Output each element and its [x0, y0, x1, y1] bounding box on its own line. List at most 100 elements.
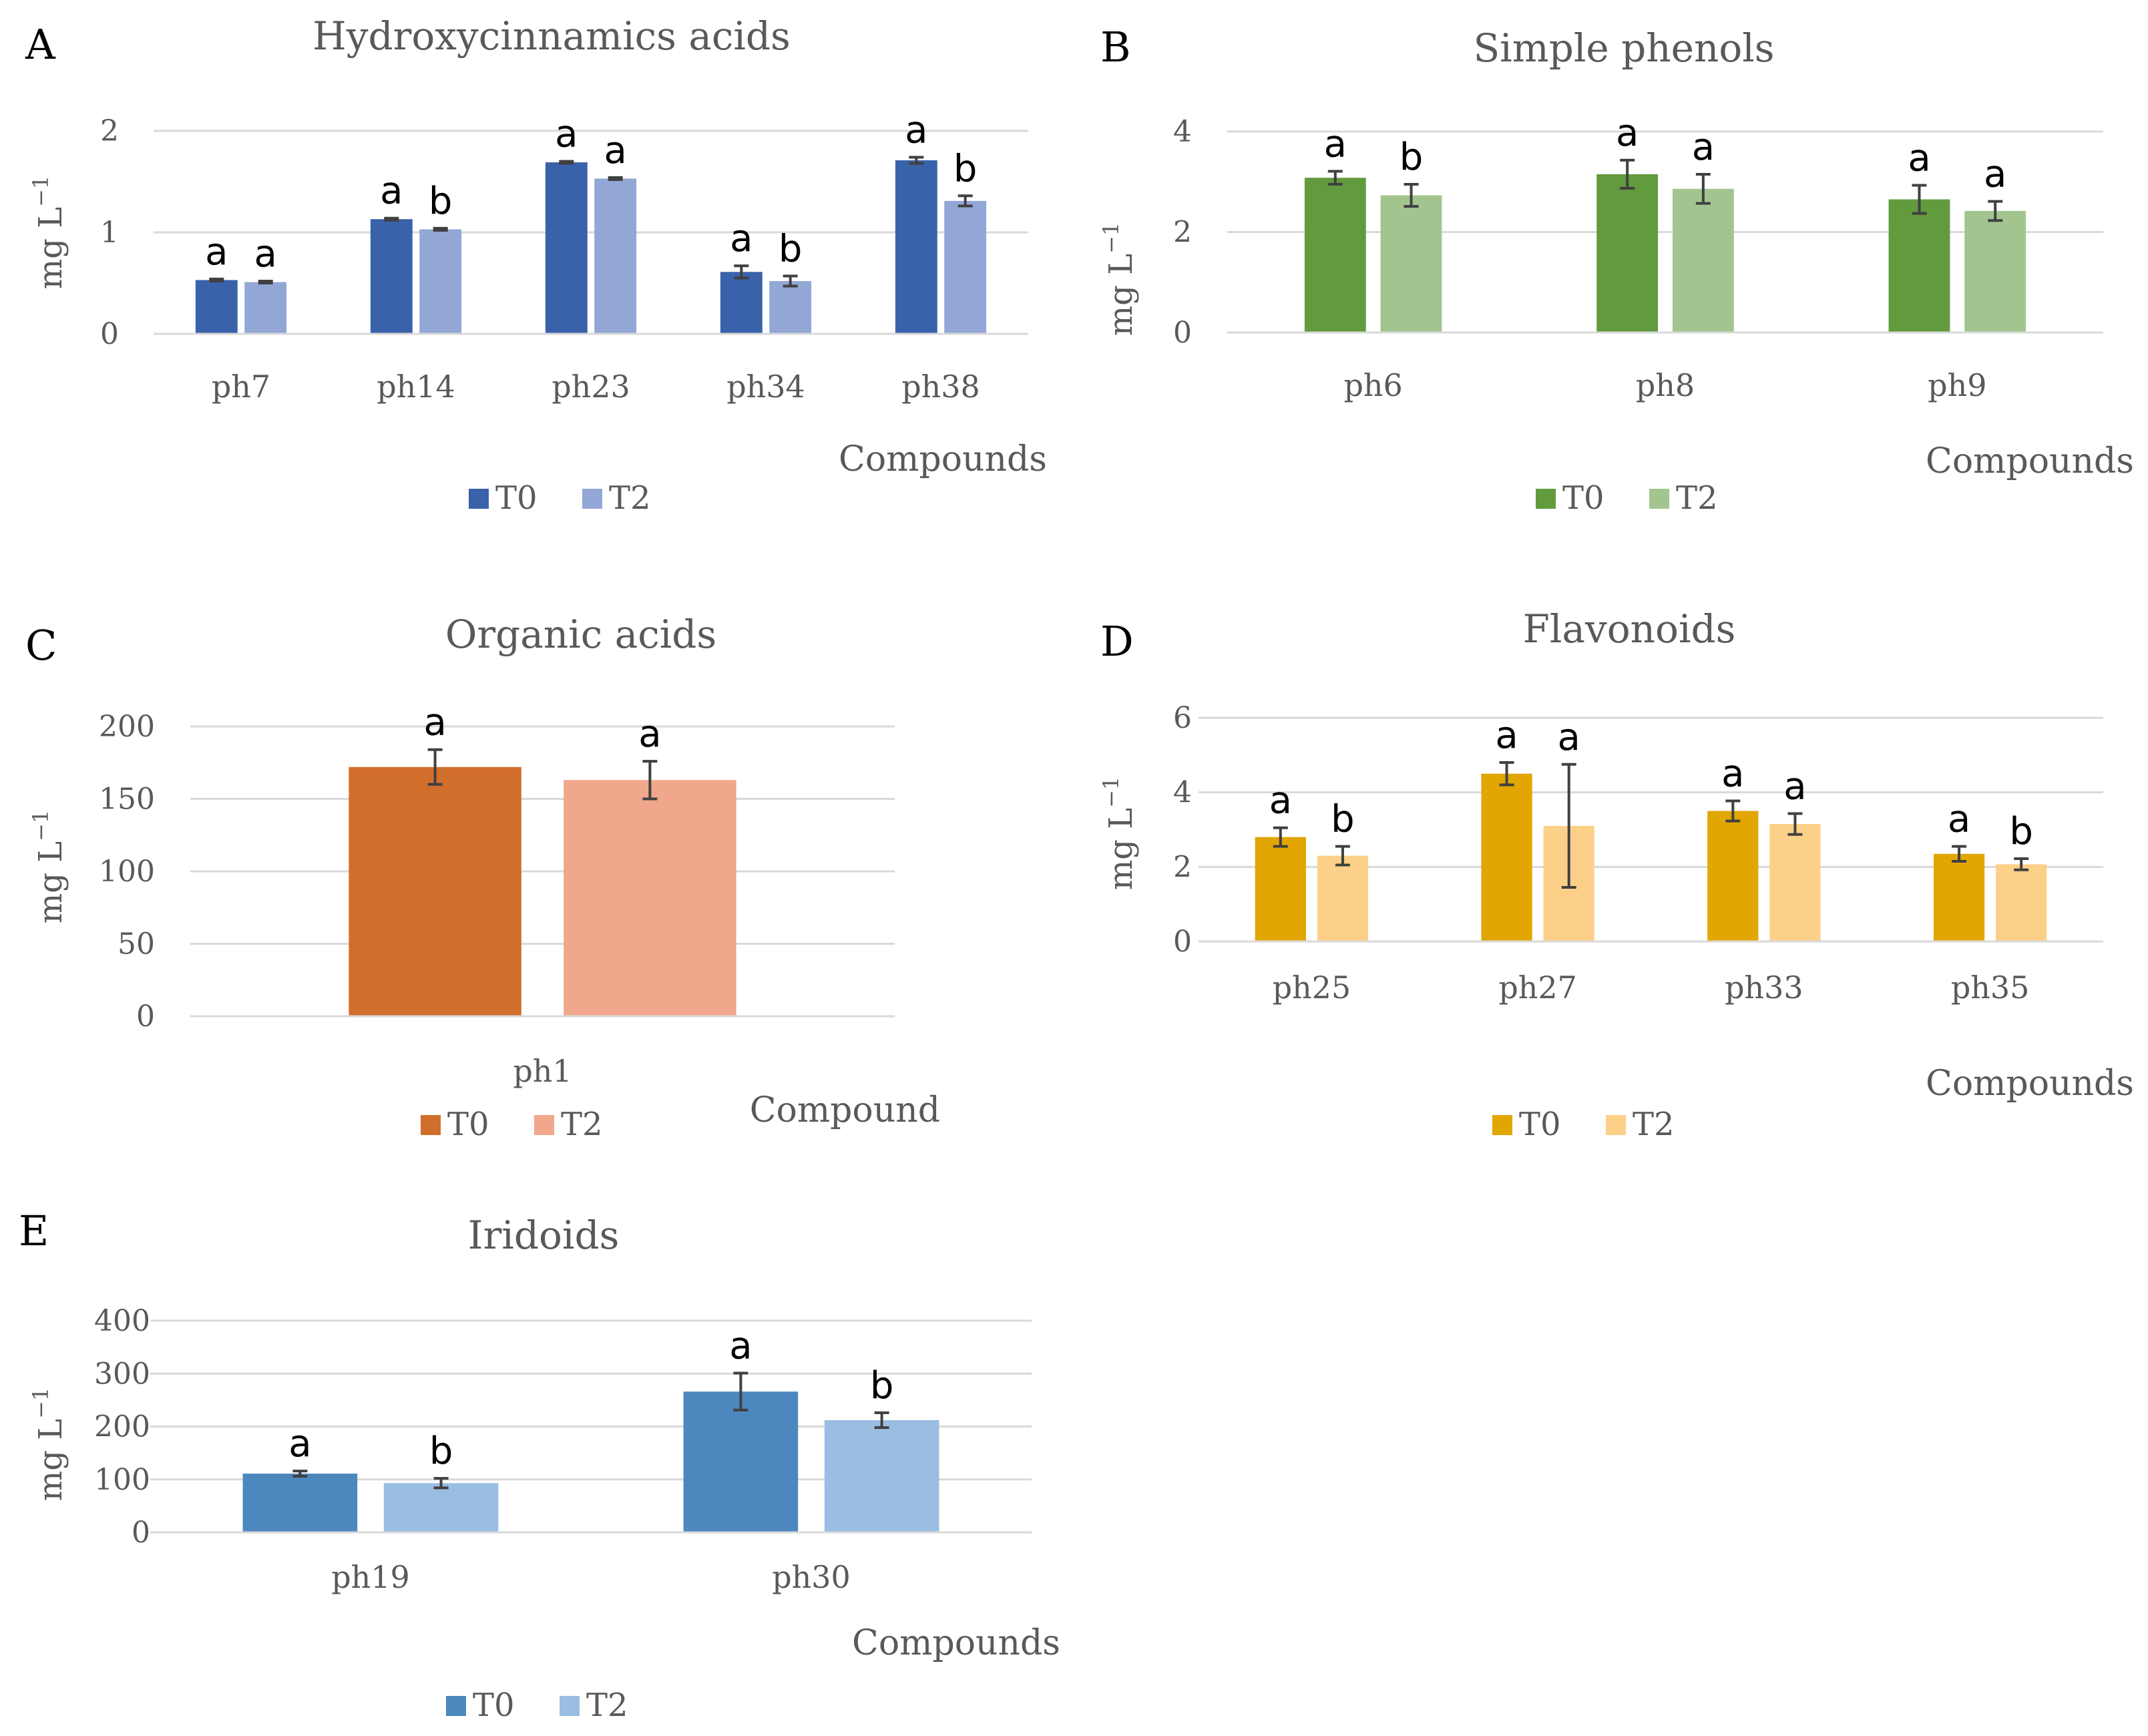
- significance-letter: a: [555, 113, 578, 156]
- bar-t0-ph7: [195, 280, 238, 334]
- significance-letter: a: [1948, 798, 1970, 841]
- panel-label: A: [25, 20, 56, 69]
- bar-t0-ph35: [1933, 853, 1985, 941]
- panel-label: E: [19, 1207, 49, 1255]
- bar-t0-ph6: [1304, 178, 1366, 333]
- category-label: ph38: [901, 369, 980, 405]
- y-axis-label: mg L−1: [28, 810, 69, 924]
- bar-t0-ph8: [1596, 174, 1659, 333]
- significance-letter: b: [1400, 136, 1424, 179]
- significance-letter: a: [205, 230, 228, 274]
- y-tick-label: 400: [94, 1304, 150, 1338]
- legend-swatch: [1536, 489, 1556, 509]
- y-axis-label-superscript: −1: [28, 1387, 53, 1419]
- chart-title: Organic acids: [445, 612, 716, 657]
- category-label: ph7: [212, 369, 270, 405]
- significance-letter: a: [380, 170, 403, 213]
- y-tick-label: 200: [94, 1410, 150, 1444]
- bar-t2-ph8: [1672, 188, 1734, 333]
- y-axis-label-superscript: −1: [1098, 777, 1124, 808]
- y-axis-label-text: mg L: [32, 1419, 69, 1501]
- significance-letter: b: [779, 227, 803, 270]
- y-axis-label: mg L−1: [1098, 222, 1140, 337]
- bar-t2-ph14: [419, 229, 462, 334]
- bar-t2-ph7: [244, 282, 287, 334]
- bar-t2-ph38: [944, 200, 987, 334]
- category-label: ph1: [513, 1053, 572, 1089]
- y-tick-label: 2: [1173, 850, 1192, 884]
- legend-item-t2: T2: [582, 479, 651, 517]
- category-label: ph30: [772, 1559, 851, 1595]
- legend-item-t2: T2: [1606, 1106, 1675, 1143]
- significance-letter: b: [953, 147, 978, 190]
- legend-label: T0: [495, 479, 538, 517]
- significance-letter: a: [604, 129, 627, 172]
- legend-swatch: [446, 1696, 466, 1716]
- legend-item-t0: T0: [446, 1687, 515, 1724]
- bar-t2-ph19: [383, 1483, 499, 1532]
- y-axis-label-text: mg L: [1102, 808, 1140, 890]
- y-tick-label: 0: [100, 317, 119, 351]
- legend-label: T2: [1633, 1106, 1675, 1143]
- chart-title: Flavonoids: [1523, 606, 1736, 652]
- bar-t0-ph14: [370, 219, 413, 334]
- significance-letter: a: [1692, 126, 1715, 169]
- y-tick-label: 4: [1173, 115, 1192, 149]
- legend-swatch: [534, 1115, 554, 1135]
- category-label: ph9: [1928, 367, 1986, 403]
- bar-t2-ph35: [1996, 864, 2047, 941]
- bar-t2-ph25: [1317, 855, 1369, 941]
- bar-t0-ph25: [1255, 837, 1306, 941]
- y-tick-label: 6: [1173, 701, 1192, 735]
- significance-letter: a: [1616, 112, 1639, 155]
- y-tick-label: 0: [1173, 925, 1192, 959]
- legend-swatch: [421, 1115, 441, 1135]
- category-label: ph19: [331, 1559, 410, 1595]
- category-label: ph33: [1725, 969, 1803, 1006]
- x-axis-label: Compounds: [1926, 1064, 2134, 1104]
- panel-label: B: [1100, 23, 1131, 71]
- significance-letter: a: [254, 232, 277, 276]
- legend-label: T0: [447, 1106, 489, 1143]
- panel-e: E Iridoids 0 100 200 300 400 mg L−1 a b ph19 a b ph30…: [19, 1207, 1060, 1724]
- bar-t2-ph6: [1380, 195, 1442, 333]
- significance-letter: b: [429, 1430, 453, 1473]
- panel-c: C Organic acids 0 50 100 150 200 mg L−1 a a ph1 Com…: [25, 612, 940, 1143]
- y-tick-label: 0: [132, 1516, 150, 1550]
- legend-swatch: [1606, 1115, 1626, 1135]
- bar-t2-ph23: [594, 178, 637, 334]
- bar-t0-ph1: [349, 767, 521, 1016]
- legend-swatch: [582, 489, 602, 509]
- significance-letter: a: [1721, 752, 1744, 796]
- x-axis-label: Compound: [750, 1090, 940, 1130]
- significance-letter: a: [1783, 765, 1806, 808]
- significance-letter: a: [1495, 714, 1518, 757]
- y-tick-label: 200: [99, 710, 155, 744]
- legend-label: T2: [1676, 479, 1718, 517]
- legend-item-t2: T2: [1649, 479, 1718, 517]
- chart-title: Hydroxycinnamics acids: [312, 13, 791, 59]
- legend-label: T2: [586, 1687, 628, 1724]
- bar-t2-ph33: [1769, 824, 1821, 941]
- legend-item-t0: T0: [421, 1106, 489, 1143]
- legend-label: T0: [1519, 1106, 1561, 1143]
- legend-swatch: [1492, 1115, 1512, 1135]
- bar-t0-ph30: [683, 1391, 799, 1532]
- y-axis-label-superscript: −1: [28, 176, 53, 207]
- legend-label: T2: [609, 479, 651, 517]
- legend-swatch: [560, 1696, 580, 1716]
- y-tick-label: 2: [100, 114, 119, 148]
- significance-letter: a: [638, 712, 661, 756]
- significance-letter: a: [729, 1324, 752, 1367]
- bar-t0-ph23: [545, 162, 588, 334]
- bar-t0-ph33: [1707, 811, 1759, 941]
- y-axis-label-superscript: −1: [1098, 222, 1124, 254]
- y-axis-label: mg L−1: [28, 176, 69, 290]
- significance-letter: b: [429, 180, 453, 223]
- significance-letter: a: [730, 217, 753, 260]
- bar-t2-ph9: [1964, 210, 2026, 333]
- legend-item-t0: T0: [1536, 479, 1604, 517]
